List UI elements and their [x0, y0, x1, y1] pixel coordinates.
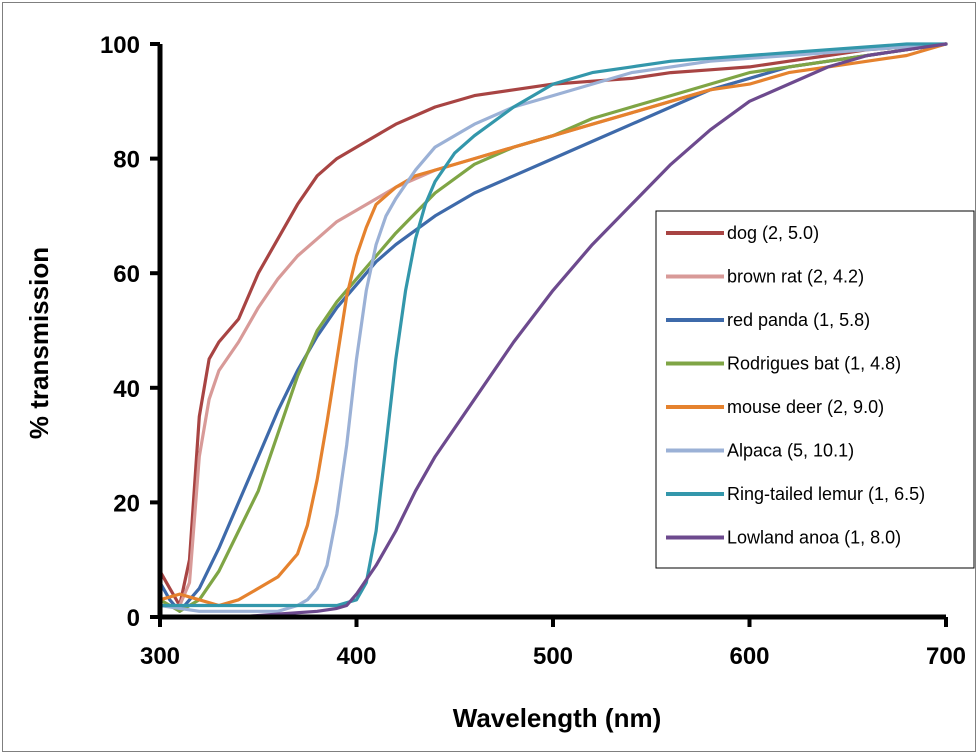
legend-box [655, 210, 975, 569]
series-line-7 [158, 42, 948, 608]
y-tick-label: 40 [113, 376, 140, 403]
series-line-5 [158, 42, 948, 608]
y-tick-label: 100 [100, 32, 140, 59]
legend-entry: Ring-tailed lemur (1, 6.5) [727, 484, 925, 504]
x-tick-label: 400 [336, 643, 376, 670]
series-line-4 [158, 42, 948, 613]
y-tick-label: 60 [113, 261, 140, 288]
x-tick-label: 600 [729, 643, 769, 670]
legend-entry: Rodrigues bat (1, 4.8) [727, 354, 901, 374]
legend-entry: dog (2, 5.0) [727, 223, 819, 243]
series-line-6 [158, 42, 948, 613]
y-axis-title: % transmission [24, 247, 54, 439]
legend-entry: Lowland anoa (1, 8.0) [727, 528, 901, 548]
y-tick-label: 20 [113, 490, 140, 517]
y-tick-label: 0 [127, 605, 140, 632]
legend-entry: mouse deer (2, 9.0) [727, 397, 884, 417]
series-layer [158, 42, 948, 619]
x-axis-title: Wavelength (nm) [453, 703, 661, 733]
legend: dog (2, 5.0) brown rat (2, 4.2) red panda … [655, 210, 975, 569]
x-tick-label: 700 [926, 643, 966, 670]
series-line-1 [158, 42, 948, 608]
legend-entry: red panda (1, 5.8) [727, 310, 870, 330]
series-line-8 [158, 42, 948, 619]
y-tick-label: 80 [113, 147, 140, 174]
legend-entry: brown rat (2, 4.2) [727, 267, 864, 287]
series-line-3 [158, 42, 948, 613]
x-tick-label: 300 [140, 643, 180, 670]
x-tick-label: 500 [533, 643, 573, 670]
axes-layer: 300 400 500 600 700 0 20 40 60 80 100 [100, 32, 966, 670]
legend-entry: Alpaca (5, 10.1) [727, 441, 854, 461]
